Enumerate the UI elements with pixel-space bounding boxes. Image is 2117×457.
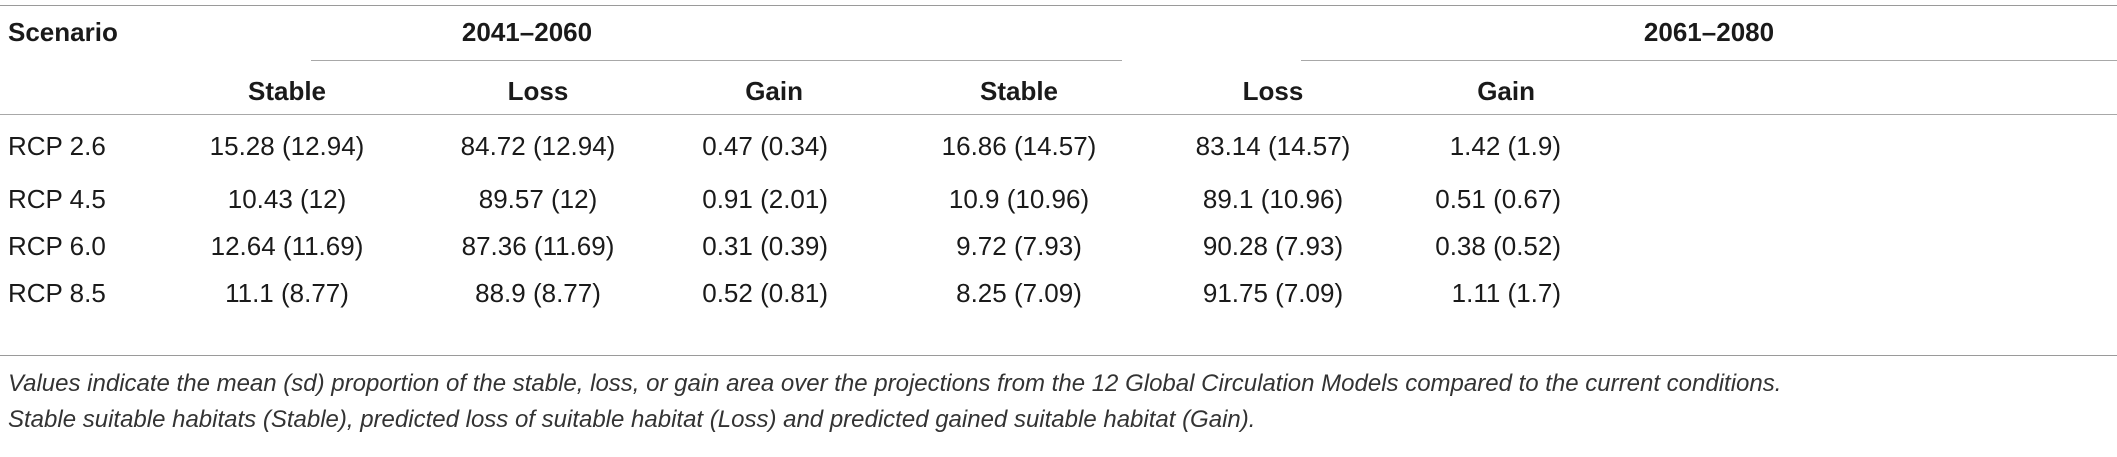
cell-loss-2: 91.75 (7.09)	[1202, 278, 1344, 308]
cell-loss-1: 89.57 (12)	[478, 184, 598, 214]
subheader-stable-2: Stable	[979, 76, 1059, 106]
cell-loss-2: 83.14 (14.57)	[1195, 131, 1351, 161]
row-label: RCP 8.5	[8, 278, 106, 308]
cell-gain-2: 1.42 (1.9)	[1449, 131, 1561, 161]
header-period-2041-2060: 2041–2060	[461, 17, 593, 47]
cell-loss-1: 87.36 (11.69)	[461, 231, 615, 261]
table-bottom-rule	[0, 355, 2117, 356]
footnote-line-2: Stable suitable habitats (Stable), predi…	[8, 406, 1256, 433]
group-rule-2041-2060	[311, 60, 1122, 61]
cell-gain-2: 0.51 (0.67)	[1435, 184, 1561, 214]
cell-stable-1: 10.43 (12)	[227, 184, 347, 214]
header-bottom-rule	[0, 114, 2117, 115]
footnote-line-1: Values indicate the mean (sd) proportion…	[8, 370, 1782, 397]
cell-loss-2: 90.28 (7.93)	[1202, 231, 1344, 261]
table-top-rule	[0, 5, 2117, 6]
header-period-2061-2080: 2061–2080	[1643, 17, 1775, 47]
table-footnote: Values indicate the mean (sd) proportion…	[8, 366, 2113, 438]
cell-gain-2: 1.11 (1.7)	[1451, 278, 1561, 308]
row-label: RCP 4.5	[8, 184, 106, 214]
row-label: RCP 2.6	[8, 131, 106, 161]
cell-gain-2: 0.38 (0.52)	[1435, 231, 1561, 261]
cell-stable-2: 10.9 (10.96)	[948, 184, 1090, 214]
cell-loss-2: 89.1 (10.96)	[1202, 184, 1344, 214]
cell-stable-1: 15.28 (12.94)	[209, 131, 365, 161]
group-rule-2061-2080	[1301, 60, 2117, 61]
cell-stable-1: 12.64 (11.69)	[210, 231, 364, 261]
cell-stable-2: 16.86 (14.57)	[941, 131, 1097, 161]
cell-gain-1: 0.47 (0.34)	[702, 131, 828, 161]
cell-stable-2: 9.72 (7.93)	[956, 231, 1082, 261]
subheader-gain-2: Gain	[1477, 76, 1535, 106]
cell-loss-1: 88.9 (8.77)	[475, 278, 601, 308]
cell-gain-1: 0.52 (0.81)	[702, 278, 828, 308]
subheader-stable-1: Stable	[247, 76, 327, 106]
cell-stable-2: 8.25 (7.09)	[956, 278, 1082, 308]
subheader-gain-1: Gain	[745, 76, 803, 106]
header-scenario: Scenario	[8, 17, 118, 47]
subheader-loss-2: Loss	[1242, 76, 1304, 106]
cell-gain-1: 0.31 (0.39)	[702, 231, 828, 261]
subheader-loss-1: Loss	[507, 76, 569, 106]
row-label: RCP 6.0	[8, 231, 106, 261]
cell-stable-1: 11.1 (8.77)	[225, 278, 349, 308]
cell-gain-1: 0.91 (2.01)	[702, 184, 828, 214]
cell-loss-1: 84.72 (12.94)	[460, 131, 616, 161]
